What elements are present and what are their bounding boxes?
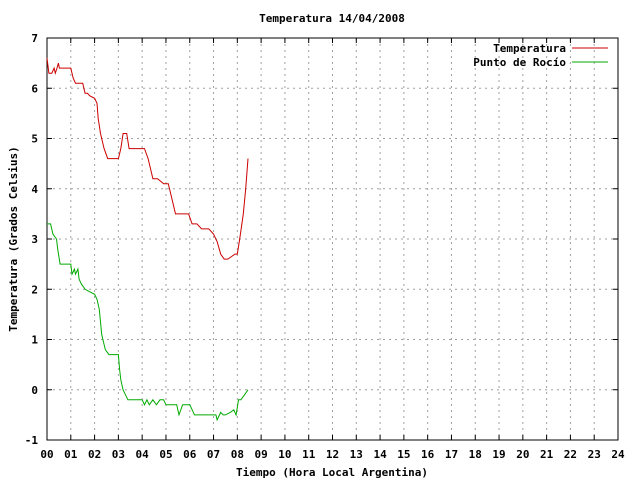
x-tick-label: 24	[611, 448, 625, 461]
x-tick-label: 12	[326, 448, 339, 461]
y-tick-label: -1	[25, 434, 39, 447]
x-tick-label: 21	[540, 448, 554, 461]
y-tick-label: 0	[31, 384, 38, 397]
series-line-punto-de-rocio	[47, 223, 249, 422]
x-tick-label: 14	[373, 448, 387, 461]
x-tick-label: 16	[421, 448, 435, 461]
y-tick-label: 4	[31, 183, 38, 196]
x-tick-label: 19	[492, 448, 505, 461]
legend-label-temperatura: Temperatura	[493, 42, 566, 55]
x-tick-label: 08	[231, 448, 244, 461]
y-axis-label: Temperatura (Grados Celsius)	[7, 146, 20, 331]
x-tick-label: 10	[278, 448, 291, 461]
y-tick-label: 5	[31, 133, 38, 146]
y-tick-label: 7	[31, 32, 38, 45]
x-tick-label: 23	[588, 448, 601, 461]
x-tick-label: 15	[397, 448, 410, 461]
axis-ticks: 00 01 02 03 04 05 06 07 08 09 10 11 12 13 14 15 16 17 18 19…	[25, 32, 625, 461]
y-tick-label: 1	[31, 334, 38, 347]
x-tick-label: 04	[136, 448, 150, 461]
y-tick-label: 6	[31, 82, 38, 95]
x-tick-label: 00	[40, 448, 53, 461]
x-tick-label: 22	[564, 448, 577, 461]
x-tick-label: 09	[255, 448, 268, 461]
x-tick-label: 01	[64, 448, 78, 461]
x-tick-label: 11	[302, 448, 316, 461]
x-axis-label: Tiempo (Hora Local Argentina)	[236, 466, 428, 479]
x-tick-label: 20	[516, 448, 529, 461]
legend-label-punto-de-rocio: Punto de Rocío	[473, 56, 566, 69]
x-tick-label: 03	[112, 448, 125, 461]
x-tick-label: 18	[469, 448, 482, 461]
series-line-temperatura	[46, 58, 249, 260]
series-layer	[46, 58, 249, 422]
x-tick-label: 02	[88, 448, 101, 461]
y-tick-label: 3	[31, 233, 38, 246]
legend: Temperatura Punto de Rocío	[473, 42, 608, 69]
x-tick-label: 17	[445, 448, 458, 461]
x-tick-label: 06	[183, 448, 197, 461]
chart-title: Temperatura 14/04/2008	[259, 12, 405, 25]
y-tick-label: 2	[31, 283, 38, 296]
x-tick-label: 13	[350, 448, 363, 461]
grid-lines	[47, 38, 618, 440]
x-tick-label: 05	[159, 448, 172, 461]
x-tick-label: 07	[207, 448, 220, 461]
